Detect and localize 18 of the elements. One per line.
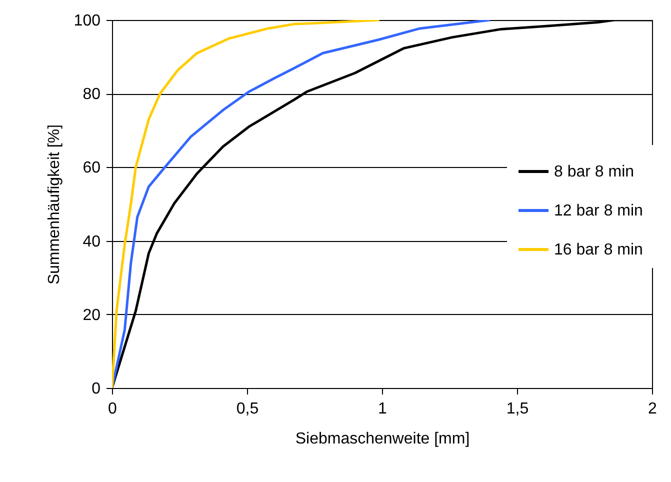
y-tick-label: 20	[82, 306, 101, 324]
y-tick-label: 40	[82, 233, 101, 250]
legend-label: 16 bar 8 min	[554, 242, 643, 258]
x-tick-label: 1	[378, 400, 388, 418]
x-tick-label: 1,5	[506, 400, 529, 418]
line-series	[112, 20, 492, 388]
y-tick-label: 0	[92, 380, 101, 398]
x-tick-label: 0	[108, 400, 118, 418]
legend-label: 12 bar 8 min	[554, 202, 643, 220]
y-tick-label: 60	[82, 160, 101, 177]
x-axis-title: Siebmaschenweite [mm]	[295, 430, 470, 448]
y-tick-label: 100	[74, 12, 101, 30]
y-tick-label: 80	[82, 86, 101, 104]
x-tick-label: 0,5	[236, 400, 259, 418]
x-tick-label: 2	[648, 400, 658, 418]
legend-label: 8 bar 8 min	[554, 164, 634, 180]
line-series	[112, 20, 381, 388]
y-axis-title: Summenhäufigkeit [%]	[46, 124, 63, 285]
